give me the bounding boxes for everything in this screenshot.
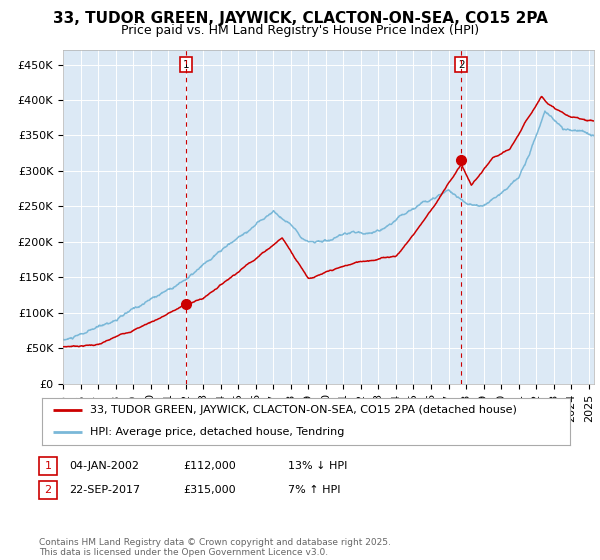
Text: £112,000: £112,000 [183,461,236,471]
Text: Price paid vs. HM Land Registry's House Price Index (HPI): Price paid vs. HM Land Registry's House … [121,24,479,36]
Text: HPI: Average price, detached house, Tendring: HPI: Average price, detached house, Tend… [89,427,344,437]
Text: £315,000: £315,000 [183,485,236,495]
Text: 1: 1 [183,59,190,69]
Text: 13% ↓ HPI: 13% ↓ HPI [288,461,347,471]
Text: 2: 2 [458,59,464,69]
Text: 1: 1 [44,461,52,471]
Text: 7% ↑ HPI: 7% ↑ HPI [288,485,341,495]
Text: 33, TUDOR GREEN, JAYWICK, CLACTON-ON-SEA, CO15 2PA (detached house): 33, TUDOR GREEN, JAYWICK, CLACTON-ON-SEA… [89,405,517,416]
Text: 22-SEP-2017: 22-SEP-2017 [69,485,140,495]
Text: 33, TUDOR GREEN, JAYWICK, CLACTON-ON-SEA, CO15 2PA: 33, TUDOR GREEN, JAYWICK, CLACTON-ON-SEA… [53,11,547,26]
Text: 04-JAN-2002: 04-JAN-2002 [69,461,139,471]
Text: 2: 2 [44,485,52,495]
Text: Contains HM Land Registry data © Crown copyright and database right 2025.
This d: Contains HM Land Registry data © Crown c… [39,538,391,557]
